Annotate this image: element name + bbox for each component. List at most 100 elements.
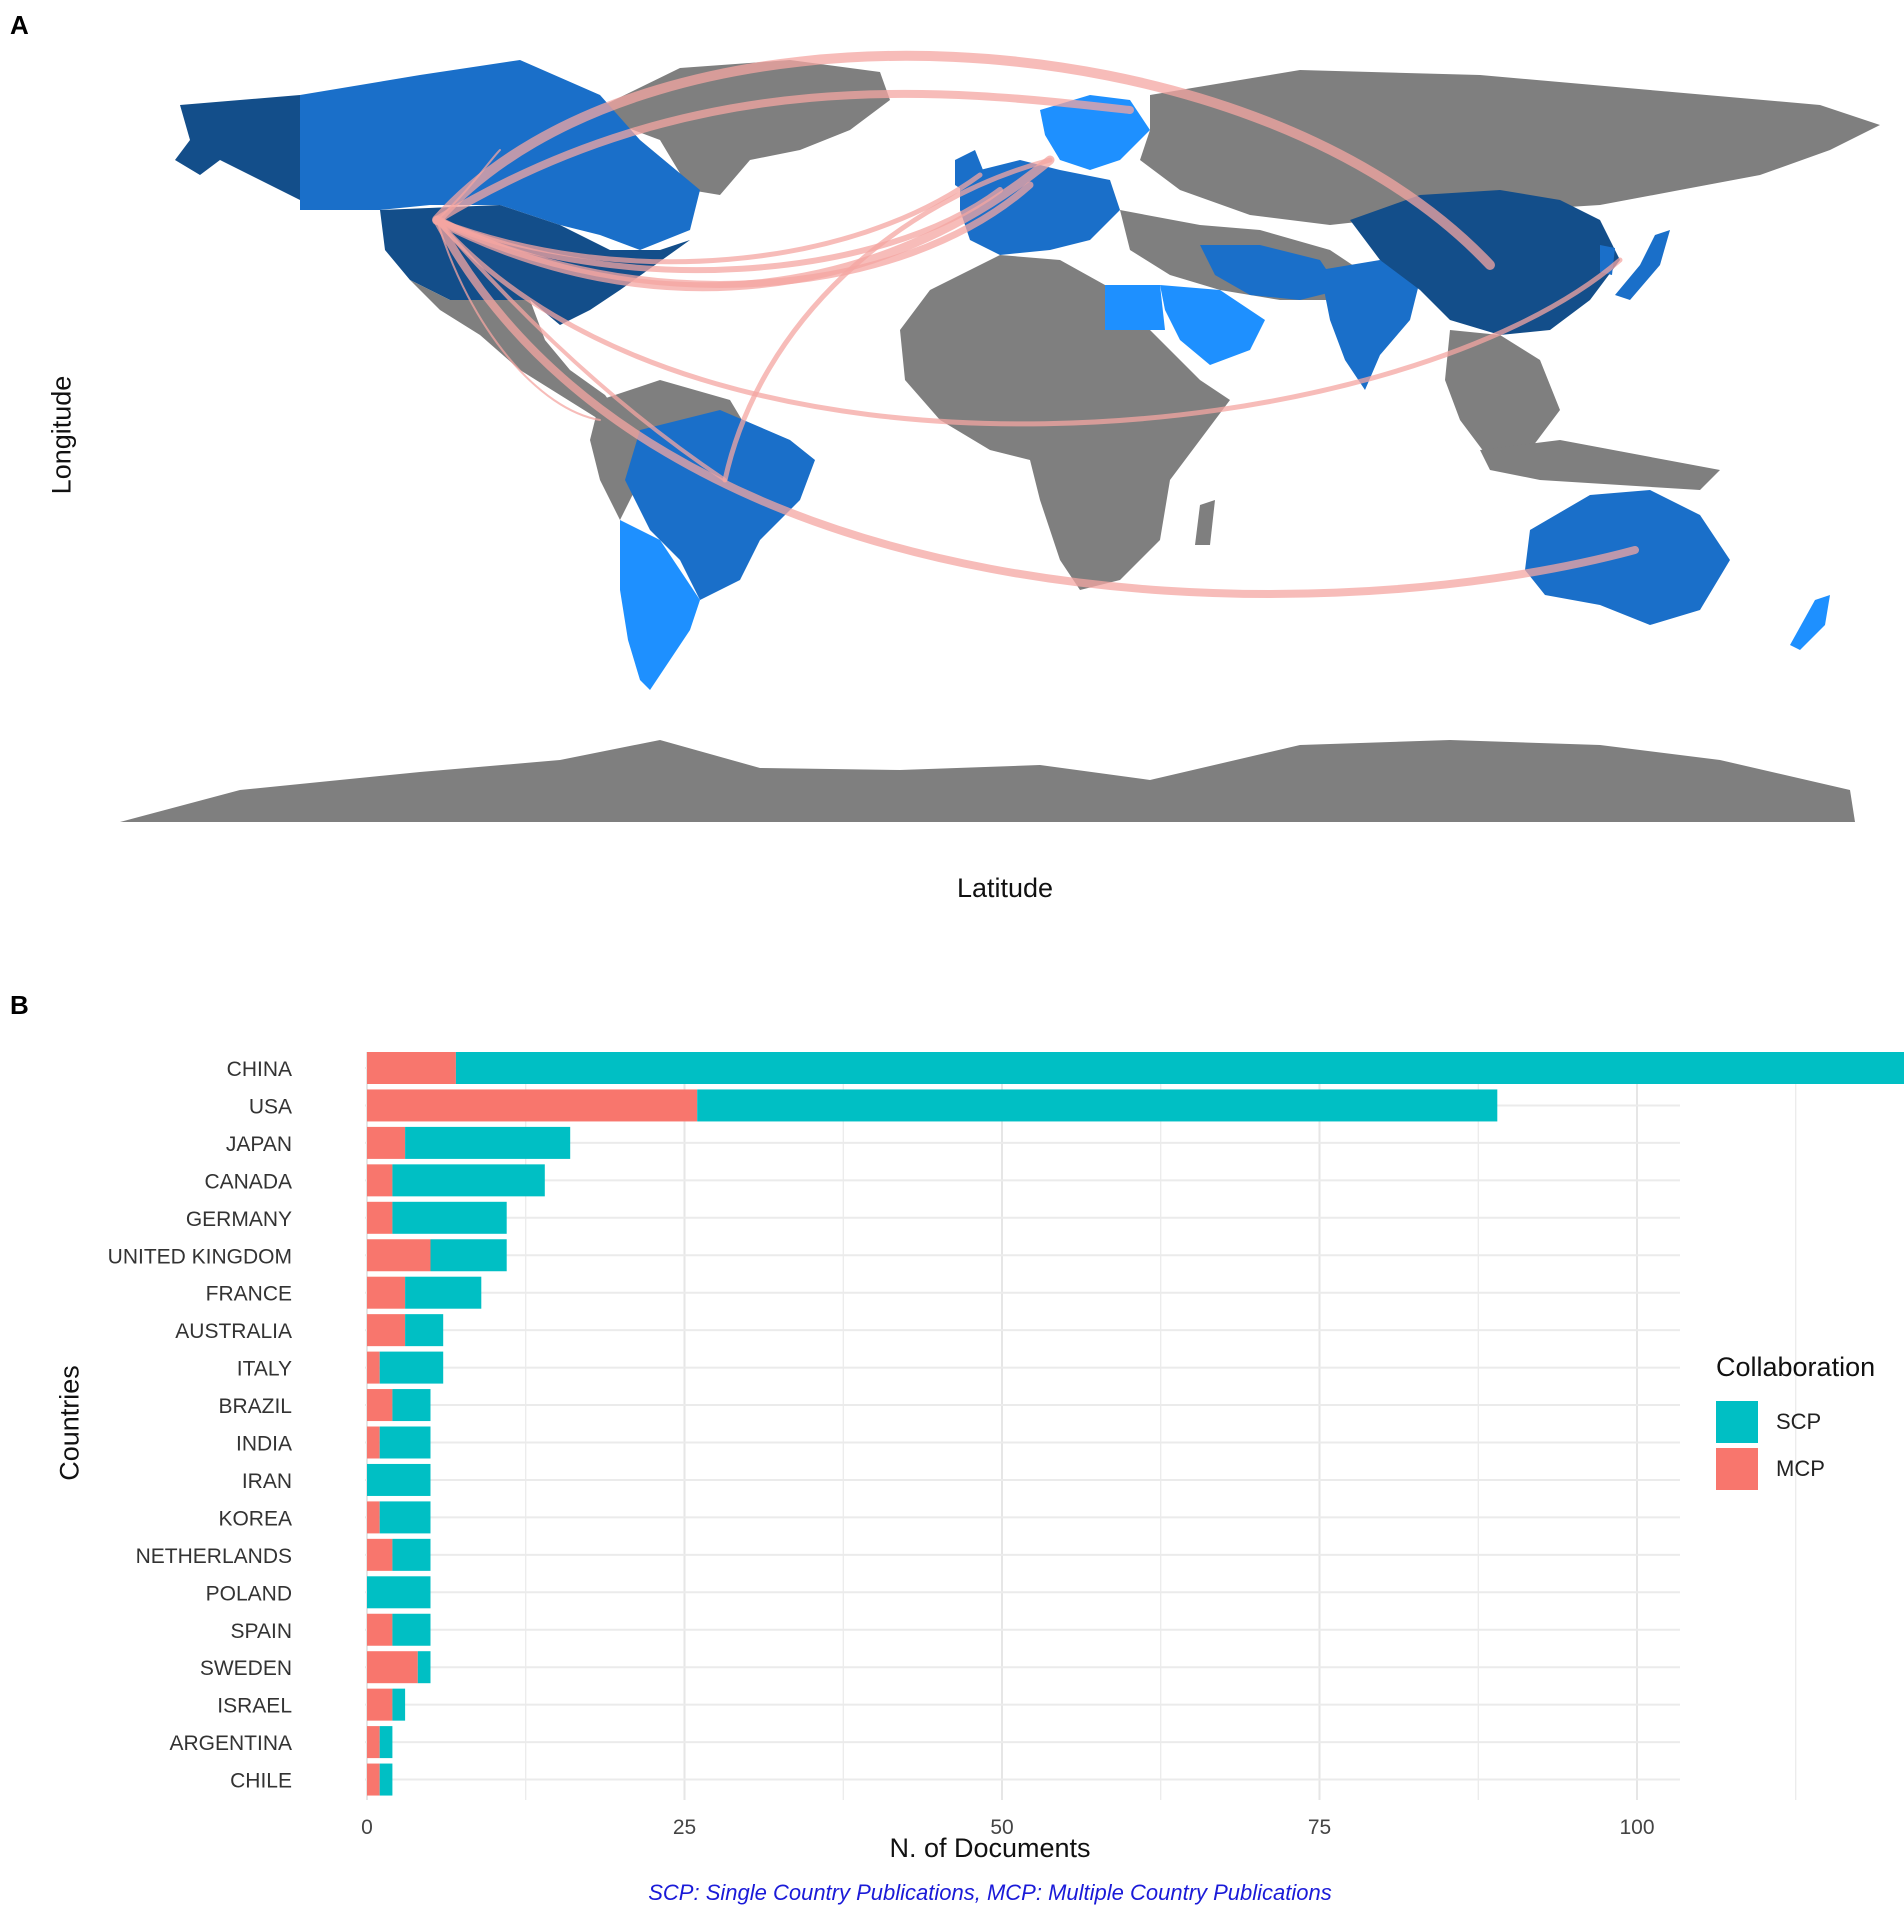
link-usa-europe-north bbox=[433, 89, 1134, 224]
bar-mcp bbox=[367, 1763, 380, 1796]
category-label: NETHERLANDS bbox=[136, 1545, 292, 1568]
bar-category-labels: CHINA USA JAPAN CANADA GERMANY UNITED KINGDOM… bbox=[108, 1058, 292, 1793]
legend-label-mcp: MCP bbox=[1776, 1455, 1825, 1481]
category-label: SPAIN bbox=[231, 1620, 292, 1643]
category-label: INDIA bbox=[236, 1433, 292, 1456]
bar-scp bbox=[455, 1052, 1904, 1084]
bar-scp bbox=[405, 1126, 571, 1159]
bar-scp bbox=[392, 1538, 431, 1571]
bar-marks bbox=[367, 1052, 1904, 1796]
iran-region bbox=[1200, 245, 1340, 300]
russia bbox=[1140, 70, 1880, 225]
x-tick-label: 0 bbox=[361, 1816, 373, 1839]
bar-mcp bbox=[367, 1201, 393, 1234]
link-brazil-europe bbox=[722, 157, 1053, 483]
bar-scp bbox=[392, 1613, 431, 1646]
bar-scp bbox=[430, 1239, 507, 1272]
category-label: FRANCE bbox=[206, 1283, 292, 1306]
southeast-asia bbox=[1445, 330, 1560, 460]
land-layer bbox=[120, 60, 1880, 822]
bar-mcp bbox=[367, 1651, 418, 1684]
category-label: ITALY bbox=[237, 1358, 292, 1381]
category-label: UNITED KINGDOM bbox=[108, 1245, 292, 1268]
link-usa-china bbox=[432, 50, 1495, 270]
link-usa-mexico bbox=[436, 219, 601, 421]
link-usa-australia bbox=[433, 216, 1639, 598]
link-usa-europe-3 bbox=[434, 187, 1003, 274]
category-label: BRAZIL bbox=[218, 1395, 292, 1418]
bar-scp bbox=[392, 1389, 431, 1422]
bar-scp bbox=[697, 1089, 1498, 1122]
bar-scp bbox=[405, 1314, 444, 1347]
panel-label-a: A bbox=[10, 10, 29, 40]
x-tick-label: 50 bbox=[990, 1816, 1013, 1839]
bar-scp bbox=[417, 1651, 431, 1684]
category-label: AUSTRALIA bbox=[175, 1320, 292, 1343]
category-label: GERMANY bbox=[186, 1208, 292, 1231]
bar-scp bbox=[367, 1463, 431, 1496]
bar-scp bbox=[379, 1501, 431, 1534]
bar-mcp bbox=[367, 1126, 406, 1159]
bar-scp bbox=[405, 1276, 482, 1309]
category-label: USA bbox=[249, 1095, 292, 1118]
bar-mcp bbox=[367, 1351, 380, 1384]
new-zealand bbox=[1790, 595, 1830, 650]
legend-swatch-mcp bbox=[1716, 1447, 1758, 1490]
bar-mcp bbox=[367, 1089, 698, 1122]
bar-mcp bbox=[367, 1052, 456, 1084]
legend-label-scp: SCP bbox=[1776, 1408, 1822, 1434]
bar-mcp bbox=[367, 1501, 380, 1534]
bar-scp bbox=[392, 1688, 406, 1721]
bar-scp bbox=[379, 1351, 444, 1384]
bar-mcp bbox=[367, 1276, 406, 1309]
x-tick-label: 75 bbox=[1308, 1816, 1331, 1839]
legend: Collaboration SCP MCP bbox=[1716, 1352, 1875, 1491]
legend-item-mcp: MCP bbox=[1716, 1446, 1875, 1491]
bar-grid bbox=[365, 1052, 1797, 1800]
madagascar bbox=[1195, 500, 1215, 545]
indonesia bbox=[1480, 440, 1720, 490]
europe-west bbox=[960, 160, 1120, 255]
bar-mcp bbox=[367, 1613, 393, 1646]
bar-mcp bbox=[367, 1239, 431, 1272]
legend-item-scp: SCP bbox=[1716, 1399, 1875, 1444]
bar-x-tick-labels: 0255075100125 bbox=[361, 1816, 1654, 1839]
bar-scp bbox=[379, 1726, 393, 1759]
bar-mcp bbox=[367, 1426, 380, 1459]
category-label: CHILE bbox=[230, 1770, 292, 1793]
bar-scp bbox=[392, 1201, 507, 1234]
category-label: SWEDEN bbox=[200, 1657, 292, 1680]
legend-title: Collaboration bbox=[1716, 1352, 1876, 1382]
legend-swatch-scp bbox=[1716, 1400, 1758, 1443]
link-usa-europe-4 bbox=[434, 172, 983, 265]
category-label: POLAND bbox=[206, 1582, 292, 1605]
bar-scp bbox=[379, 1763, 393, 1796]
scandinavia bbox=[1040, 95, 1150, 170]
bar-mcp bbox=[367, 1314, 406, 1347]
link-usa-canada bbox=[436, 149, 501, 221]
antarctica bbox=[120, 740, 1855, 822]
collaboration-links bbox=[432, 50, 1639, 598]
category-label: JAPAN bbox=[226, 1133, 292, 1156]
bar-scp bbox=[367, 1576, 431, 1609]
x-tick-label: 25 bbox=[673, 1816, 696, 1839]
category-label: CHINA bbox=[227, 1058, 292, 1081]
category-label: KOREA bbox=[218, 1507, 292, 1530]
x-tick-label: 100 bbox=[1619, 1816, 1654, 1839]
india bbox=[1320, 260, 1420, 390]
bar-y-axis-title: Countries bbox=[54, 1365, 85, 1481]
alaska bbox=[175, 95, 300, 200]
category-label: ISRAEL bbox=[217, 1695, 292, 1718]
japan bbox=[1615, 230, 1670, 300]
arabia bbox=[1160, 285, 1265, 365]
category-label: ARGENTINA bbox=[169, 1732, 292, 1755]
argentina-chile bbox=[620, 520, 700, 690]
world-collaboration-map bbox=[120, 50, 1880, 822]
australia bbox=[1525, 490, 1730, 625]
bar-mcp bbox=[367, 1726, 380, 1759]
panel-label-b: B bbox=[10, 990, 29, 1020]
bar-mcp bbox=[367, 1538, 393, 1571]
egypt bbox=[1105, 285, 1165, 330]
bar-mcp bbox=[367, 1389, 393, 1422]
